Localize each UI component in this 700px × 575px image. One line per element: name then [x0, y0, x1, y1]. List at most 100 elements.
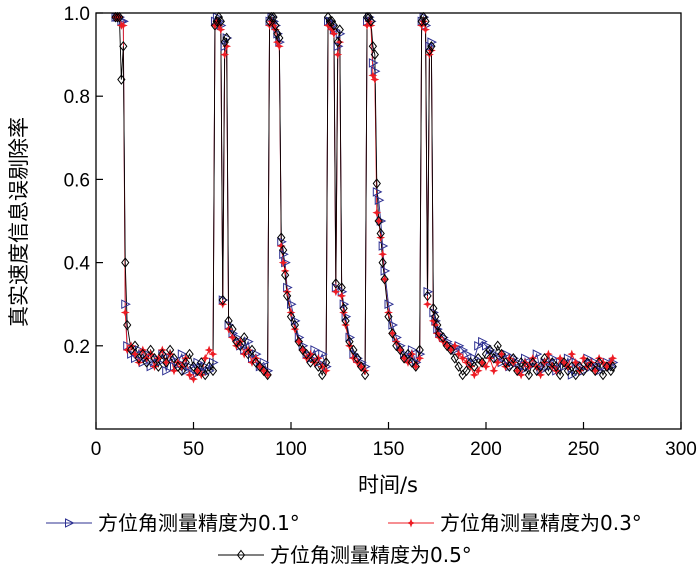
series-1-point-24 — [192, 366, 202, 376]
series-1-point-28 — [208, 349, 218, 359]
series-2-point-131 — [516, 357, 526, 368]
series-2-point-70 — [329, 20, 339, 31]
series-2-point-57 — [286, 311, 296, 322]
series-1-point-96 — [399, 353, 409, 363]
series-2-point-66 — [321, 357, 331, 368]
x-tick-label-3: 150 — [373, 439, 405, 460]
series-1-point-103 — [421, 25, 430, 35]
series-1-point-91 — [380, 274, 390, 284]
series-2-point-10 — [138, 348, 147, 360]
series-2-point-25 — [197, 357, 206, 368]
x-tick-label-6: 300 — [665, 439, 697, 460]
legend-entry-1: 方位角测量精度为0.3° — [388, 511, 642, 535]
legend-label-1: 方位角测量精度为0.3° — [440, 511, 642, 535]
series-1-point-136 — [536, 370, 546, 380]
series-1-point-93 — [387, 328, 397, 338]
series-2-point-148 — [583, 357, 592, 368]
series-2-point-142 — [559, 357, 569, 368]
series-1-point-8 — [130, 349, 140, 359]
series-0-point-16 — [162, 365, 172, 376]
series-1-point-87 — [372, 208, 382, 218]
series-2-point-44 — [255, 361, 264, 372]
series-1-point-141 — [555, 353, 565, 363]
series-2-point-101 — [417, 16, 426, 27]
series-1-point-126 — [497, 349, 507, 359]
legend-entry-2: 方位角测量精度为0.5° — [218, 543, 472, 567]
series-2-point-65 — [318, 369, 327, 381]
series-1-point-54 — [278, 258, 288, 268]
series-1-point-122 — [481, 362, 491, 372]
series-1-point-113 — [446, 345, 456, 355]
series-2-point-51 — [273, 28, 282, 40]
series-2-point-155 — [608, 361, 617, 372]
series-0-point-92 — [384, 299, 395, 310]
series-2-point-126 — [497, 348, 506, 360]
series-2-point-26 — [201, 369, 210, 381]
series-2-point-125 — [493, 340, 502, 352]
series-2-point-23 — [189, 361, 198, 372]
series-1-point-125 — [493, 357, 503, 367]
series-1-point-32 — [216, 25, 226, 35]
series-0-point-65 — [318, 349, 328, 359]
series-2-point-103 — [421, 16, 430, 27]
plot-markers — [111, 11, 619, 384]
series-1-point-5 — [120, 308, 130, 317]
series-2-point-147 — [579, 365, 588, 377]
series-2-point-95 — [396, 344, 405, 356]
series-2-point-123 — [485, 344, 495, 356]
series-1-point-112 — [442, 341, 452, 351]
series-0-point-20 — [177, 349, 188, 359]
legend-entry-0: 方位角测量精度为0.1° — [46, 511, 300, 535]
series-1-point-72 — [333, 50, 343, 60]
series-2-point-20 — [177, 365, 186, 377]
y-tick-label-2: 0.6 — [64, 170, 90, 191]
series-2-point-74 — [337, 282, 346, 293]
y-axis-title: 真实速度信息误剔除率 — [7, 117, 31, 327]
x-tick-label-1: 50 — [183, 439, 204, 460]
series-0-point-77 — [345, 332, 356, 343]
series-2-point-64 — [314, 361, 323, 372]
series-2-point-82 — [362, 11, 372, 23]
legend-label-0: 方位角测量精度为0.1° — [98, 511, 300, 535]
series-2-point-53 — [277, 232, 286, 243]
series-2-point-139 — [548, 357, 557, 368]
series-0-point-91 — [380, 266, 391, 276]
y-tick-label-1: 0.4 — [64, 254, 91, 275]
series-2-point-42 — [247, 344, 257, 356]
y-axis-ticks: 0.2 0.4 0.6 0.8 1.0 — [64, 4, 103, 358]
x-tick-label-5: 250 — [568, 439, 600, 460]
y-tick-label-0: 0.2 — [64, 337, 90, 358]
series-2-point-130 — [513, 365, 522, 377]
series-1-point-73 — [335, 37, 345, 47]
series-2-point-136 — [536, 361, 545, 372]
series-0-point-54 — [279, 249, 289, 260]
series-2-point-129 — [509, 352, 518, 364]
series-1-point-74 — [337, 291, 347, 301]
series-0-point-85 — [368, 58, 379, 68]
series-2-point-150 — [591, 365, 600, 377]
legend-marker-2 — [236, 549, 246, 561]
series-2-point-39 — [236, 340, 245, 352]
series-2-point-1 — [113, 11, 122, 23]
series-1-point-66 — [321, 366, 331, 376]
series-2-point-81 — [360, 369, 370, 381]
series-2-point-30 — [212, 16, 222, 27]
series-2-point-110 — [435, 328, 444, 339]
x-axis-title: 时间/s — [358, 473, 418, 497]
series-2-point-98 — [407, 357, 417, 368]
series-2-point-134 — [528, 357, 537, 368]
series-0-point-63 — [310, 345, 321, 355]
series-2-point-111 — [438, 332, 448, 343]
series-2-point-146 — [575, 361, 584, 372]
series-2-point-106 — [427, 40, 436, 52]
series-2-point-133 — [524, 369, 534, 381]
series-2-point-79 — [353, 352, 362, 364]
legend-label-2: 方位角测量精度为0.5° — [270, 543, 472, 567]
series-2-point-77 — [345, 336, 354, 347]
series-2-point-137 — [540, 352, 549, 364]
y-tick-label-4: 1.0 — [64, 4, 90, 25]
series-2-point-127 — [501, 357, 510, 368]
series-2-point-46 — [263, 369, 272, 381]
series-2-point-73 — [335, 24, 344, 35]
